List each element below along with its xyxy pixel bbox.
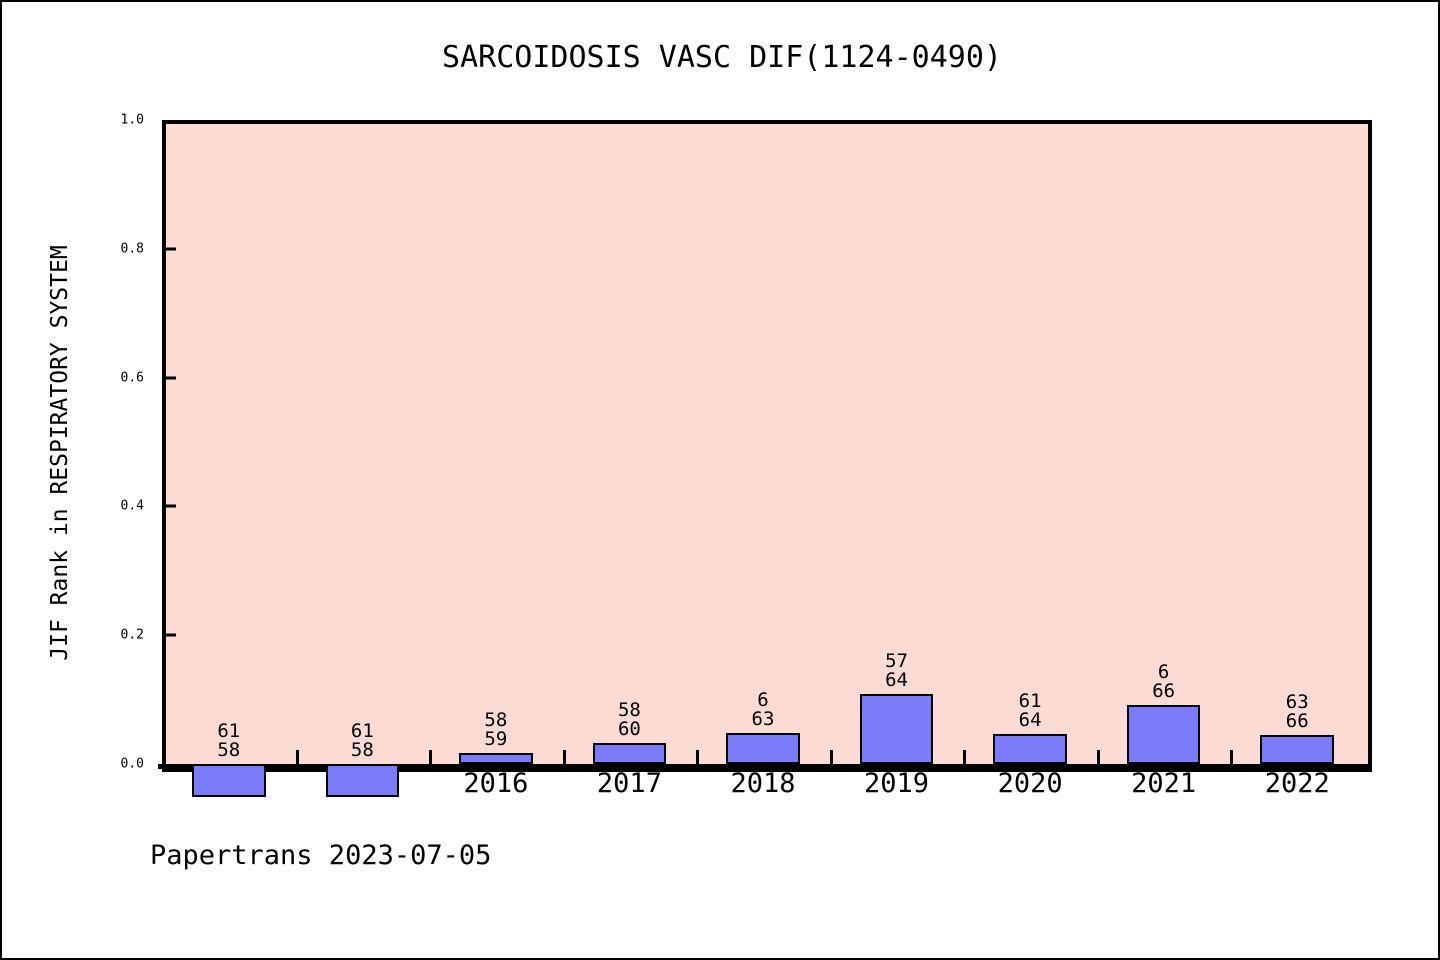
bar-value-label-2020: 61 64 (1018, 689, 1042, 731)
bar-2017[interactable] (592, 742, 667, 764)
y-tick-label: 0.2 (120, 627, 144, 643)
x-tick-label-2019: 2019 (864, 768, 930, 799)
x-axis-spine (158, 764, 1368, 769)
plot-area (162, 120, 1372, 772)
bar-2019[interactable] (859, 693, 934, 764)
x-tick-mark (562, 750, 566, 764)
x-tick-label-2020: 2020 (997, 768, 1063, 799)
bar-value-label-2016: 58 59 (484, 709, 508, 751)
y-tick-label: 1.0 (120, 112, 144, 128)
y-tick-label: 0.8 (120, 241, 144, 257)
x-tick-mark (295, 750, 299, 764)
bar-value-label-2019: 57 64 (885, 649, 908, 691)
x-tick-mark (1230, 750, 1234, 764)
y-tick-mark (162, 247, 176, 251)
y-tick-mark (162, 504, 176, 508)
bar-value-label-2017: 58 60 (617, 698, 641, 740)
x-tick-mark (829, 750, 833, 764)
bar-value-label-2022: 63 66 (1285, 691, 1309, 733)
bar-2014[interactable] (192, 764, 266, 798)
bar-value-label-2018: 6 63 (751, 689, 775, 731)
x-tick-label-2018: 2018 (730, 768, 796, 799)
footer-caption: Papertrans 2023-07-05 (150, 840, 492, 871)
x-tick-mark (963, 750, 967, 764)
bar-value-label-2014: 61 58 (217, 720, 241, 761)
x-tick-label-2016: 2016 (463, 768, 529, 799)
y-tick-label: 0.0 (120, 756, 144, 772)
bar-2015[interactable] (325, 764, 400, 798)
bar-2016[interactable] (459, 753, 533, 764)
y-tick-label: 0.6 (120, 370, 144, 386)
bar-value-label-2015: 61 58 (350, 720, 374, 761)
bar-2018[interactable] (726, 733, 800, 764)
x-tick-label-2021: 2021 (1131, 768, 1197, 799)
y-tick-label: 0.4 (120, 498, 144, 514)
bar-2022[interactable] (1260, 735, 1334, 764)
x-tick-mark (696, 750, 700, 764)
x-tick-label-2022: 2022 (1264, 768, 1330, 799)
x-tick-label-2017: 2017 (596, 768, 662, 799)
bar-2021[interactable] (1126, 705, 1201, 764)
bar-2020[interactable] (993, 733, 1067, 764)
x-tick-mark (1096, 750, 1100, 764)
y-tick-mark (162, 633, 176, 637)
y-axis-label: JIF Rank in RESPIRATORY SYSTEM (47, 245, 73, 661)
chart-title: SARCOIDOSIS VASC DIF(1124-0490) (442, 40, 1002, 75)
x-tick-mark (429, 750, 433, 764)
bar-value-label-2021: 6 66 (1152, 661, 1176, 703)
y-tick-mark (162, 376, 176, 380)
